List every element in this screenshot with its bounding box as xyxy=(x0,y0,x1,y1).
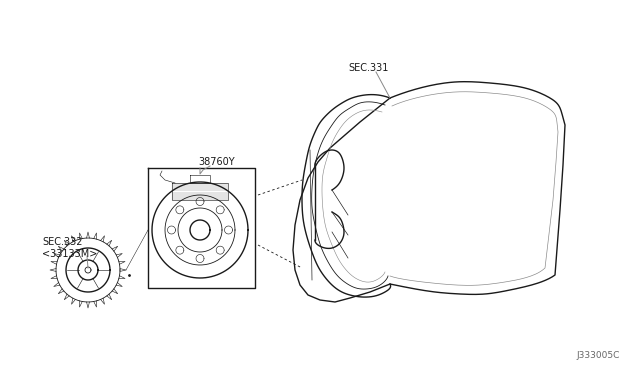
Text: 38760Y: 38760Y xyxy=(198,157,235,167)
Text: SEC.332
<33133M>: SEC.332 <33133M> xyxy=(42,237,97,259)
Text: SEC.331: SEC.331 xyxy=(348,63,388,73)
Text: J333005C: J333005C xyxy=(577,351,620,360)
